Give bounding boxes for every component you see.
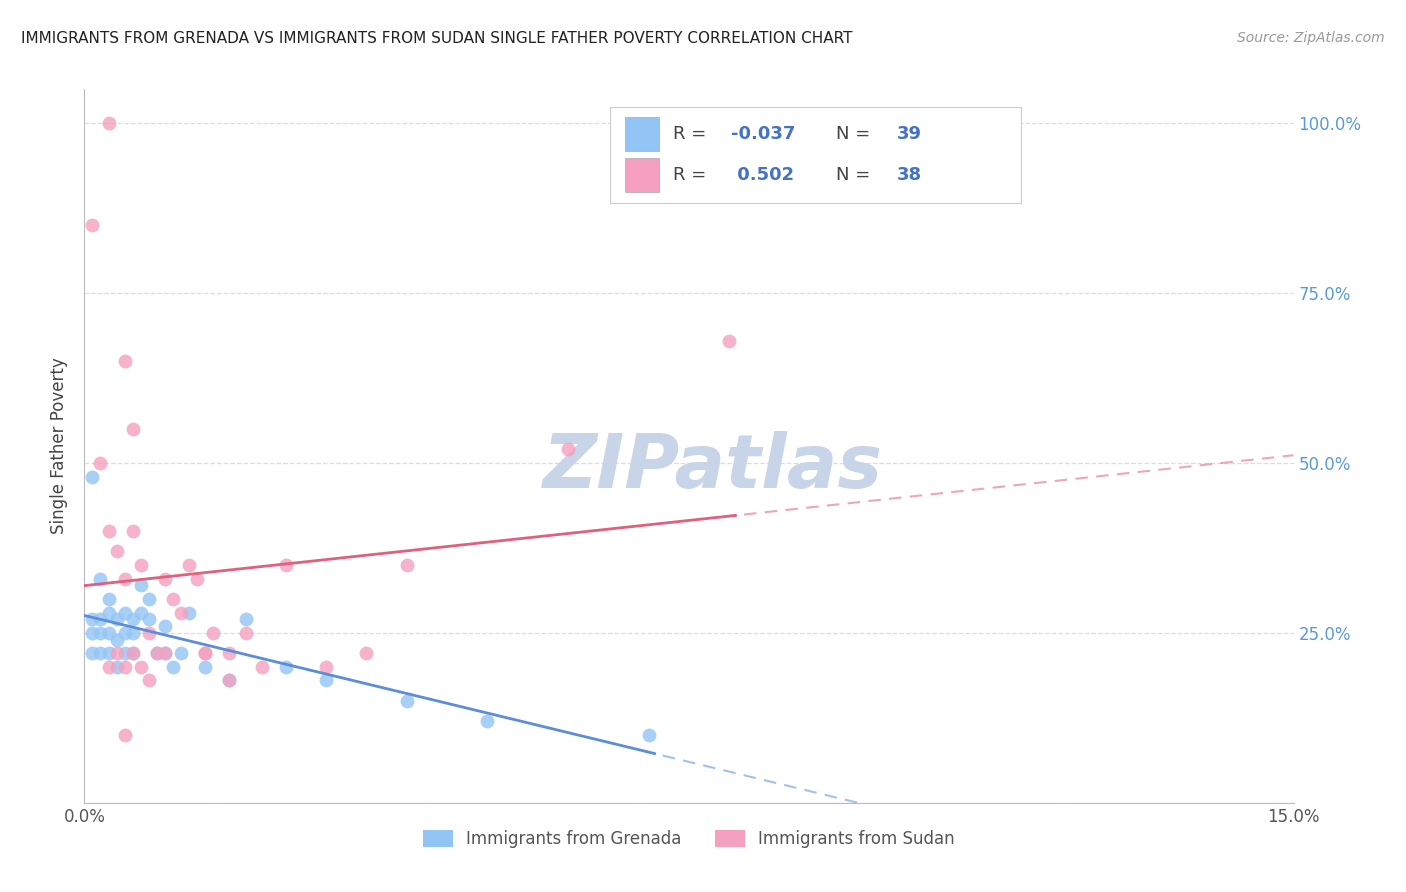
Point [97, 116, 120, 130]
Point [218, 646, 240, 660]
Point [97, 591, 120, 606]
Point [89, 572, 111, 586]
Point [114, 354, 136, 368]
Point [637, 728, 659, 742]
Point [121, 646, 143, 660]
Point [105, 612, 128, 626]
Point [82, 218, 104, 232]
Point [557, 442, 579, 457]
Point [138, 612, 160, 626]
Point [89, 626, 111, 640]
Point [105, 544, 128, 558]
Text: IMMIGRANTS FROM GRENADA VS IMMIGRANTS FROM SUDAN SINGLE FATHER POVERTY CORRELATI: IMMIGRANTS FROM GRENADA VS IMMIGRANTS FR… [21, 31, 852, 46]
Point [153, 646, 176, 660]
Point [89, 646, 111, 660]
Point [218, 673, 240, 688]
Point [146, 646, 169, 660]
Point [82, 626, 104, 640]
Point [356, 646, 378, 660]
Point [162, 660, 184, 674]
Point [235, 626, 257, 640]
Point [194, 646, 217, 660]
Point [89, 612, 111, 626]
Text: N =: N = [837, 166, 876, 184]
Text: R =: R = [673, 125, 713, 143]
Text: N =: N = [837, 125, 876, 143]
Point [114, 626, 136, 640]
Point [114, 646, 136, 660]
Y-axis label: Single Father Poverty: Single Father Poverty [51, 358, 69, 534]
Point [274, 660, 297, 674]
Point [218, 673, 240, 688]
Point [105, 632, 128, 647]
Point [114, 606, 136, 620]
Point [170, 606, 193, 620]
Point [153, 619, 176, 633]
Point [138, 591, 160, 606]
Bar [624, 117, 659, 152]
Bar [624, 158, 659, 192]
Point [250, 660, 273, 674]
Point [105, 660, 128, 674]
Point [89, 456, 111, 470]
Text: R =: R = [673, 166, 713, 184]
Point [129, 606, 152, 620]
Point [114, 660, 136, 674]
Point [82, 612, 104, 626]
Point [97, 524, 120, 538]
Point [153, 572, 176, 586]
Point [138, 626, 160, 640]
Legend: Immigrants from Grenada, Immigrants from Sudan: Immigrants from Grenada, Immigrants from… [416, 823, 962, 855]
Point [114, 572, 136, 586]
Point [395, 694, 418, 708]
Point [114, 728, 136, 742]
Point [202, 626, 225, 640]
Point [235, 612, 257, 626]
Point [82, 646, 104, 660]
Text: 39: 39 [897, 125, 922, 143]
Point [105, 646, 128, 660]
Point [97, 626, 120, 640]
Text: 0.502: 0.502 [731, 166, 794, 184]
Point [129, 578, 152, 592]
Point [274, 558, 297, 572]
Point [121, 612, 143, 626]
Point [82, 469, 104, 483]
Point [179, 558, 201, 572]
Point [138, 673, 160, 688]
Point [477, 714, 499, 729]
Point [315, 660, 337, 674]
FancyBboxPatch shape [610, 107, 1022, 203]
Text: 38: 38 [897, 166, 922, 184]
Point [97, 606, 120, 620]
Text: Source: ZipAtlas.com: Source: ZipAtlas.com [1237, 31, 1385, 45]
Point [179, 606, 201, 620]
Point [121, 422, 143, 436]
Point [97, 660, 120, 674]
Point [186, 572, 208, 586]
Point [129, 558, 152, 572]
Point [129, 660, 152, 674]
Point [194, 660, 217, 674]
Point [97, 646, 120, 660]
Point [170, 646, 193, 660]
Point [121, 646, 143, 660]
Point [162, 591, 184, 606]
Point [718, 334, 741, 348]
Point [153, 646, 176, 660]
Text: -0.037: -0.037 [731, 125, 796, 143]
Point [121, 524, 143, 538]
Text: ZIPatlas: ZIPatlas [543, 431, 883, 504]
Point [315, 673, 337, 688]
Point [194, 646, 217, 660]
Point [121, 626, 143, 640]
Point [395, 558, 418, 572]
Point [146, 646, 169, 660]
